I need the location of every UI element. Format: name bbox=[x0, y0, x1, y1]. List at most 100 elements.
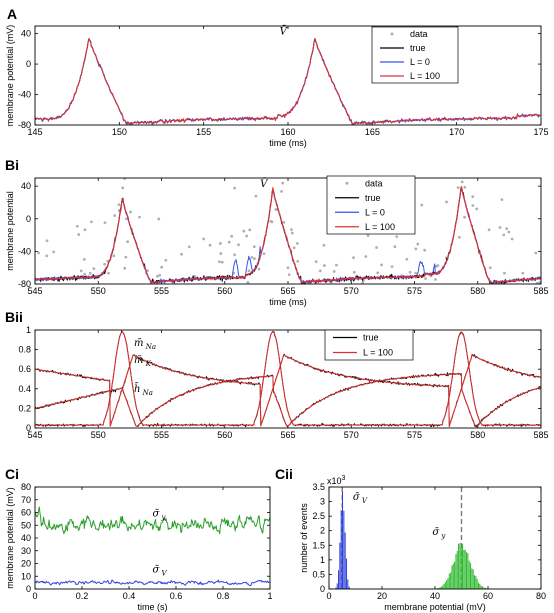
data-point bbox=[228, 341, 231, 344]
data-point bbox=[388, 373, 391, 376]
x-axis-label: time (s) bbox=[138, 602, 168, 612]
data-point bbox=[88, 271, 92, 275]
histogram-bar bbox=[456, 550, 458, 589]
data-point bbox=[253, 257, 256, 260]
data-point bbox=[124, 255, 128, 259]
x-tick-label: 150 bbox=[112, 127, 127, 137]
data-point bbox=[290, 228, 293, 232]
data-point bbox=[405, 257, 409, 261]
annotation-vbar: V̄ bbox=[260, 178, 269, 190]
data-point bbox=[417, 300, 420, 303]
data-point bbox=[170, 308, 173, 311]
histogram-bar bbox=[455, 554, 457, 589]
histogram-bar bbox=[447, 578, 449, 589]
y-multiplier: x103 bbox=[327, 475, 346, 486]
data-point bbox=[434, 319, 437, 322]
x-tick-label: 555 bbox=[154, 430, 169, 440]
data-point bbox=[463, 185, 467, 189]
math-subscript: Na bbox=[143, 343, 156, 351]
x-tick-label: 580 bbox=[470, 286, 485, 296]
data-point bbox=[75, 224, 79, 228]
data-point bbox=[323, 264, 326, 267]
y-tick-label: 0.6 bbox=[18, 364, 31, 374]
data-point bbox=[146, 269, 149, 273]
data-point bbox=[184, 327, 187, 330]
y-axis-label: membrane potential (mV) bbox=[5, 25, 15, 127]
x-tick-label: 160 bbox=[280, 127, 295, 137]
histogram-bar bbox=[451, 565, 453, 589]
data-point bbox=[475, 297, 478, 300]
legend-box bbox=[324, 329, 414, 361]
data-point bbox=[471, 195, 475, 199]
data-point bbox=[471, 204, 475, 207]
histogram-bar bbox=[452, 563, 454, 589]
y-tick-label: 30 bbox=[21, 546, 31, 556]
data-point bbox=[440, 291, 443, 294]
data-point bbox=[500, 198, 504, 202]
data-point bbox=[233, 186, 237, 190]
data-point bbox=[193, 294, 196, 297]
panel-cii: Cii 0 20 40 60 80 0 0.5 1 1.5 2 2.5 3 3.5 membrane pot… bbox=[275, 466, 546, 612]
data-point bbox=[256, 344, 259, 347]
data-point bbox=[366, 234, 370, 237]
histogram-bar bbox=[336, 583, 338, 589]
data-point bbox=[376, 271, 380, 275]
data-point bbox=[395, 235, 399, 239]
axes-frame bbox=[34, 177, 542, 285]
data-point bbox=[314, 260, 318, 264]
data-point bbox=[103, 262, 106, 266]
data-point bbox=[72, 316, 75, 319]
data-point bbox=[420, 203, 424, 207]
histogram-bar bbox=[472, 569, 474, 589]
data-point bbox=[355, 308, 358, 311]
histogram-bar bbox=[448, 573, 450, 589]
data-point bbox=[505, 227, 509, 231]
x-tick-label: 155 bbox=[196, 127, 211, 137]
series-l100-line bbox=[35, 354, 541, 427]
data-point bbox=[45, 254, 49, 258]
x-tick-label: 555 bbox=[154, 286, 169, 296]
data-point bbox=[269, 219, 273, 223]
legend-label: true bbox=[365, 193, 381, 203]
data-point bbox=[222, 316, 225, 319]
histogram-bar bbox=[479, 584, 481, 589]
legend-label: true bbox=[410, 43, 426, 53]
histogram-bar bbox=[446, 579, 448, 589]
x-tick-label: 560 bbox=[217, 286, 232, 296]
data-point bbox=[158, 273, 162, 277]
data-point bbox=[441, 290, 444, 293]
data-point bbox=[113, 214, 117, 217]
data-point bbox=[286, 266, 290, 270]
data-point bbox=[126, 240, 130, 244]
histogram-bar bbox=[458, 543, 460, 589]
data-point bbox=[161, 313, 164, 316]
data-point bbox=[263, 309, 266, 312]
data-point bbox=[290, 231, 294, 235]
y-tick-label: -80 bbox=[18, 120, 31, 130]
y-tick-label: 80 bbox=[21, 482, 31, 492]
data-point bbox=[254, 322, 257, 325]
data-point bbox=[529, 287, 532, 290]
x-axis-label: membrane potential (mV) bbox=[384, 602, 486, 612]
data-point bbox=[195, 293, 198, 296]
data-point bbox=[281, 181, 285, 185]
x-tick-label: 570 bbox=[344, 286, 359, 296]
data-point bbox=[253, 289, 256, 292]
data-point bbox=[521, 271, 525, 275]
data-point bbox=[121, 186, 125, 190]
plot-area bbox=[35, 37, 541, 125]
x-tick-label: 585 bbox=[533, 430, 548, 440]
legend-marker bbox=[345, 181, 349, 185]
x-tick-label: 1 bbox=[267, 591, 272, 601]
y-tick-label: 2 bbox=[320, 526, 325, 536]
data-point bbox=[94, 303, 97, 306]
data-point bbox=[66, 310, 69, 313]
histogram-bar bbox=[343, 510, 345, 589]
plot-area bbox=[35, 330, 541, 428]
y-tick-label: 2.5 bbox=[312, 511, 325, 521]
panel-label: Bii bbox=[5, 309, 23, 325]
data-point bbox=[516, 301, 519, 304]
histogram-bar bbox=[484, 587, 486, 589]
histogram-bar bbox=[340, 510, 342, 589]
